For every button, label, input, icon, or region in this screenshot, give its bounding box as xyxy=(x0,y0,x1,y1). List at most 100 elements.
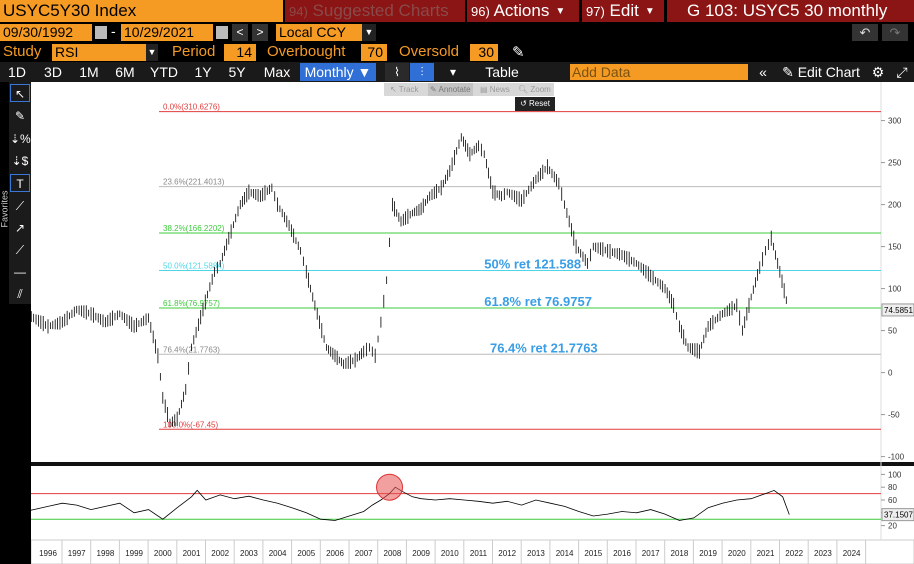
line-chart-icon[interactable]: ⌇ xyxy=(385,63,409,81)
rsi-y-tick-label: 20 xyxy=(888,522,897,531)
study-field[interactable]: RSI xyxy=(52,44,146,61)
period-1d-button[interactable]: 1D xyxy=(8,64,26,80)
frequency-dropdown[interactable]: Monthly ▼ xyxy=(300,63,376,81)
edit-number: 97) xyxy=(586,4,605,19)
suggested-label: Suggested Charts xyxy=(312,1,449,20)
x-tick-label: 2013 xyxy=(527,549,545,558)
study-label: Study xyxy=(3,43,42,60)
actions-menu[interactable]: 96) Actions ▼ xyxy=(467,0,579,22)
chevron-down-icon[interactable]: ▼ xyxy=(146,44,158,61)
chevron-down-icon[interactable]: ▼ xyxy=(362,24,376,41)
horizontal-line-icon[interactable]: — xyxy=(14,265,26,279)
period-5y-button[interactable]: 5Y xyxy=(228,64,246,80)
favorites-label: Favorites xyxy=(0,190,10,228)
x-tick-label: 2016 xyxy=(613,549,631,558)
undo-icon[interactable]: ↶ xyxy=(852,24,878,41)
overbought-field[interactable]: 70 xyxy=(361,44,387,61)
period-3d-button[interactable]: 3D xyxy=(44,64,62,80)
x-tick-label: 2009 xyxy=(412,549,430,558)
x-tick-label: 2022 xyxy=(785,549,803,558)
period-field[interactable]: 14 xyxy=(224,44,256,61)
rsi-last-value-tag xyxy=(881,508,914,522)
redo-icon[interactable]: ↷ xyxy=(882,24,908,41)
x-tick-label: 2002 xyxy=(211,549,229,558)
add-data-input[interactable]: Add Data xyxy=(570,64,748,80)
pen-tool-icon[interactable]: ✎ xyxy=(14,109,26,123)
x-tick-label: 1996 xyxy=(39,549,57,558)
collapse-icon[interactable]: « xyxy=(759,64,767,80)
calendar-icon[interactable] xyxy=(216,26,228,39)
annotate-button[interactable]: ✎ Annotate xyxy=(428,83,473,96)
period-max-button[interactable]: Max xyxy=(263,64,291,80)
chart-area[interactable]: -100 -50 0 50 100 150 200 250 300 0.0%(310.6276) 2… xyxy=(0,82,914,564)
edit-chart-label: Edit Chart xyxy=(797,64,860,80)
rsi-highlight-circle xyxy=(376,473,404,501)
period-ytd-button[interactable]: YTD xyxy=(150,64,178,80)
chevron-down-icon: ▼ xyxy=(644,6,655,17)
x-tick-label: 1999 xyxy=(125,549,143,558)
end-date-field[interactable]: 10/29/2021 xyxy=(121,24,213,41)
suggested-charts-button[interactable]: 94) Suggested Charts xyxy=(285,0,465,22)
chevron-left-icon[interactable]: < xyxy=(232,24,248,41)
fib-level-label: 23.6%(221.4013) xyxy=(163,178,225,187)
percent-tool-icon[interactable]: ⇣% xyxy=(10,132,31,146)
text-tool-icon[interactable]: T xyxy=(10,174,30,192)
x-tick-label: 2019 xyxy=(699,549,717,558)
pencil-icon: ✎ xyxy=(782,64,794,80)
favorites-tab[interactable]: Favorites xyxy=(0,190,10,230)
rsi-y-tick-label: 100 xyxy=(888,470,902,479)
oversold-field[interactable]: 30 xyxy=(470,44,498,61)
period-1m-button[interactable]: 1M xyxy=(79,64,99,80)
pencil-icon[interactable]: ✎ xyxy=(512,44,525,61)
y-tick-label: 150 xyxy=(888,243,902,252)
zoom-label: Zoom xyxy=(530,85,551,94)
reset-button[interactable]: ↺ Reset xyxy=(515,97,555,111)
chevron-down-icon: ▼ xyxy=(555,6,566,17)
ticker-field[interactable]: USYC5Y30 Index xyxy=(0,0,283,22)
date-separator: - xyxy=(111,23,116,39)
x-tick-label: 2021 xyxy=(757,549,775,558)
x-tick-label: 2010 xyxy=(441,549,459,558)
x-tick-label: 2001 xyxy=(183,549,201,558)
edit-menu[interactable]: 97) Edit ▼ xyxy=(582,0,664,22)
x-tick-label: 1998 xyxy=(97,549,115,558)
fib-level-label: 50.0%(121.5884) xyxy=(163,261,225,270)
period-6m-button[interactable]: 6M xyxy=(115,64,135,80)
start-date-field[interactable]: 09/30/1992 xyxy=(0,24,92,41)
news-button[interactable]: ▤ News xyxy=(480,85,510,94)
expand-icon[interactable]: ⤢ xyxy=(896,64,908,80)
x-tick-label: 2012 xyxy=(498,549,516,558)
edit-chart-button[interactable]: ✎ Edit Chart xyxy=(778,63,864,81)
x-tick-label: 2020 xyxy=(728,549,746,558)
cursor-icon[interactable]: ↖ xyxy=(10,84,30,102)
chart-svg[interactable]: -100 -50 0 50 100 150 200 250 300 0.0%(310.6276) 2… xyxy=(0,82,914,564)
ray-icon[interactable]: ⟋ xyxy=(15,243,25,257)
zoom-button[interactable]: 🔍︎ Zoom xyxy=(518,85,551,94)
currency-field[interactable]: Local CCY xyxy=(276,24,362,41)
settings-icon[interactable]: ⚙ xyxy=(871,64,885,80)
x-tick-label: 2000 xyxy=(154,549,172,558)
x-tick-label: 2011 xyxy=(470,549,488,558)
x-tick-label: 1997 xyxy=(68,549,86,558)
rsi-line xyxy=(19,486,790,521)
news-label: News xyxy=(489,85,510,94)
chevron-down-icon[interactable]: ▾ xyxy=(441,63,465,81)
track-button[interactable]: ↖ Track xyxy=(390,85,419,94)
period-1y-button[interactable]: 1Y xyxy=(194,64,212,80)
table-button[interactable]: Table xyxy=(485,64,519,80)
dollar-tool-icon[interactable]: ⇣$ xyxy=(11,154,29,168)
x-tick-label: 2018 xyxy=(671,549,689,558)
ohlc-bars-icon[interactable]: ⫶ xyxy=(410,63,434,81)
y-tick-label: 200 xyxy=(888,201,902,210)
channel-icon[interactable]: ⫽ xyxy=(17,287,23,301)
chevron-right-icon[interactable]: > xyxy=(252,24,268,41)
arrow-line-icon[interactable]: ↗ xyxy=(14,221,26,235)
calendar-icon[interactable] xyxy=(95,26,107,39)
rsi-y-tick-label: 80 xyxy=(888,483,897,492)
actions-number: 96) xyxy=(471,4,490,19)
x-tick-label: 2017 xyxy=(642,549,660,558)
drawing-toolbar xyxy=(9,82,31,304)
fib-level-label: 0.0%(310.6276) xyxy=(163,103,220,112)
rsi-last-value-label: 37.1507 xyxy=(884,511,913,520)
trendline-icon[interactable]: ⟋ xyxy=(15,199,25,213)
